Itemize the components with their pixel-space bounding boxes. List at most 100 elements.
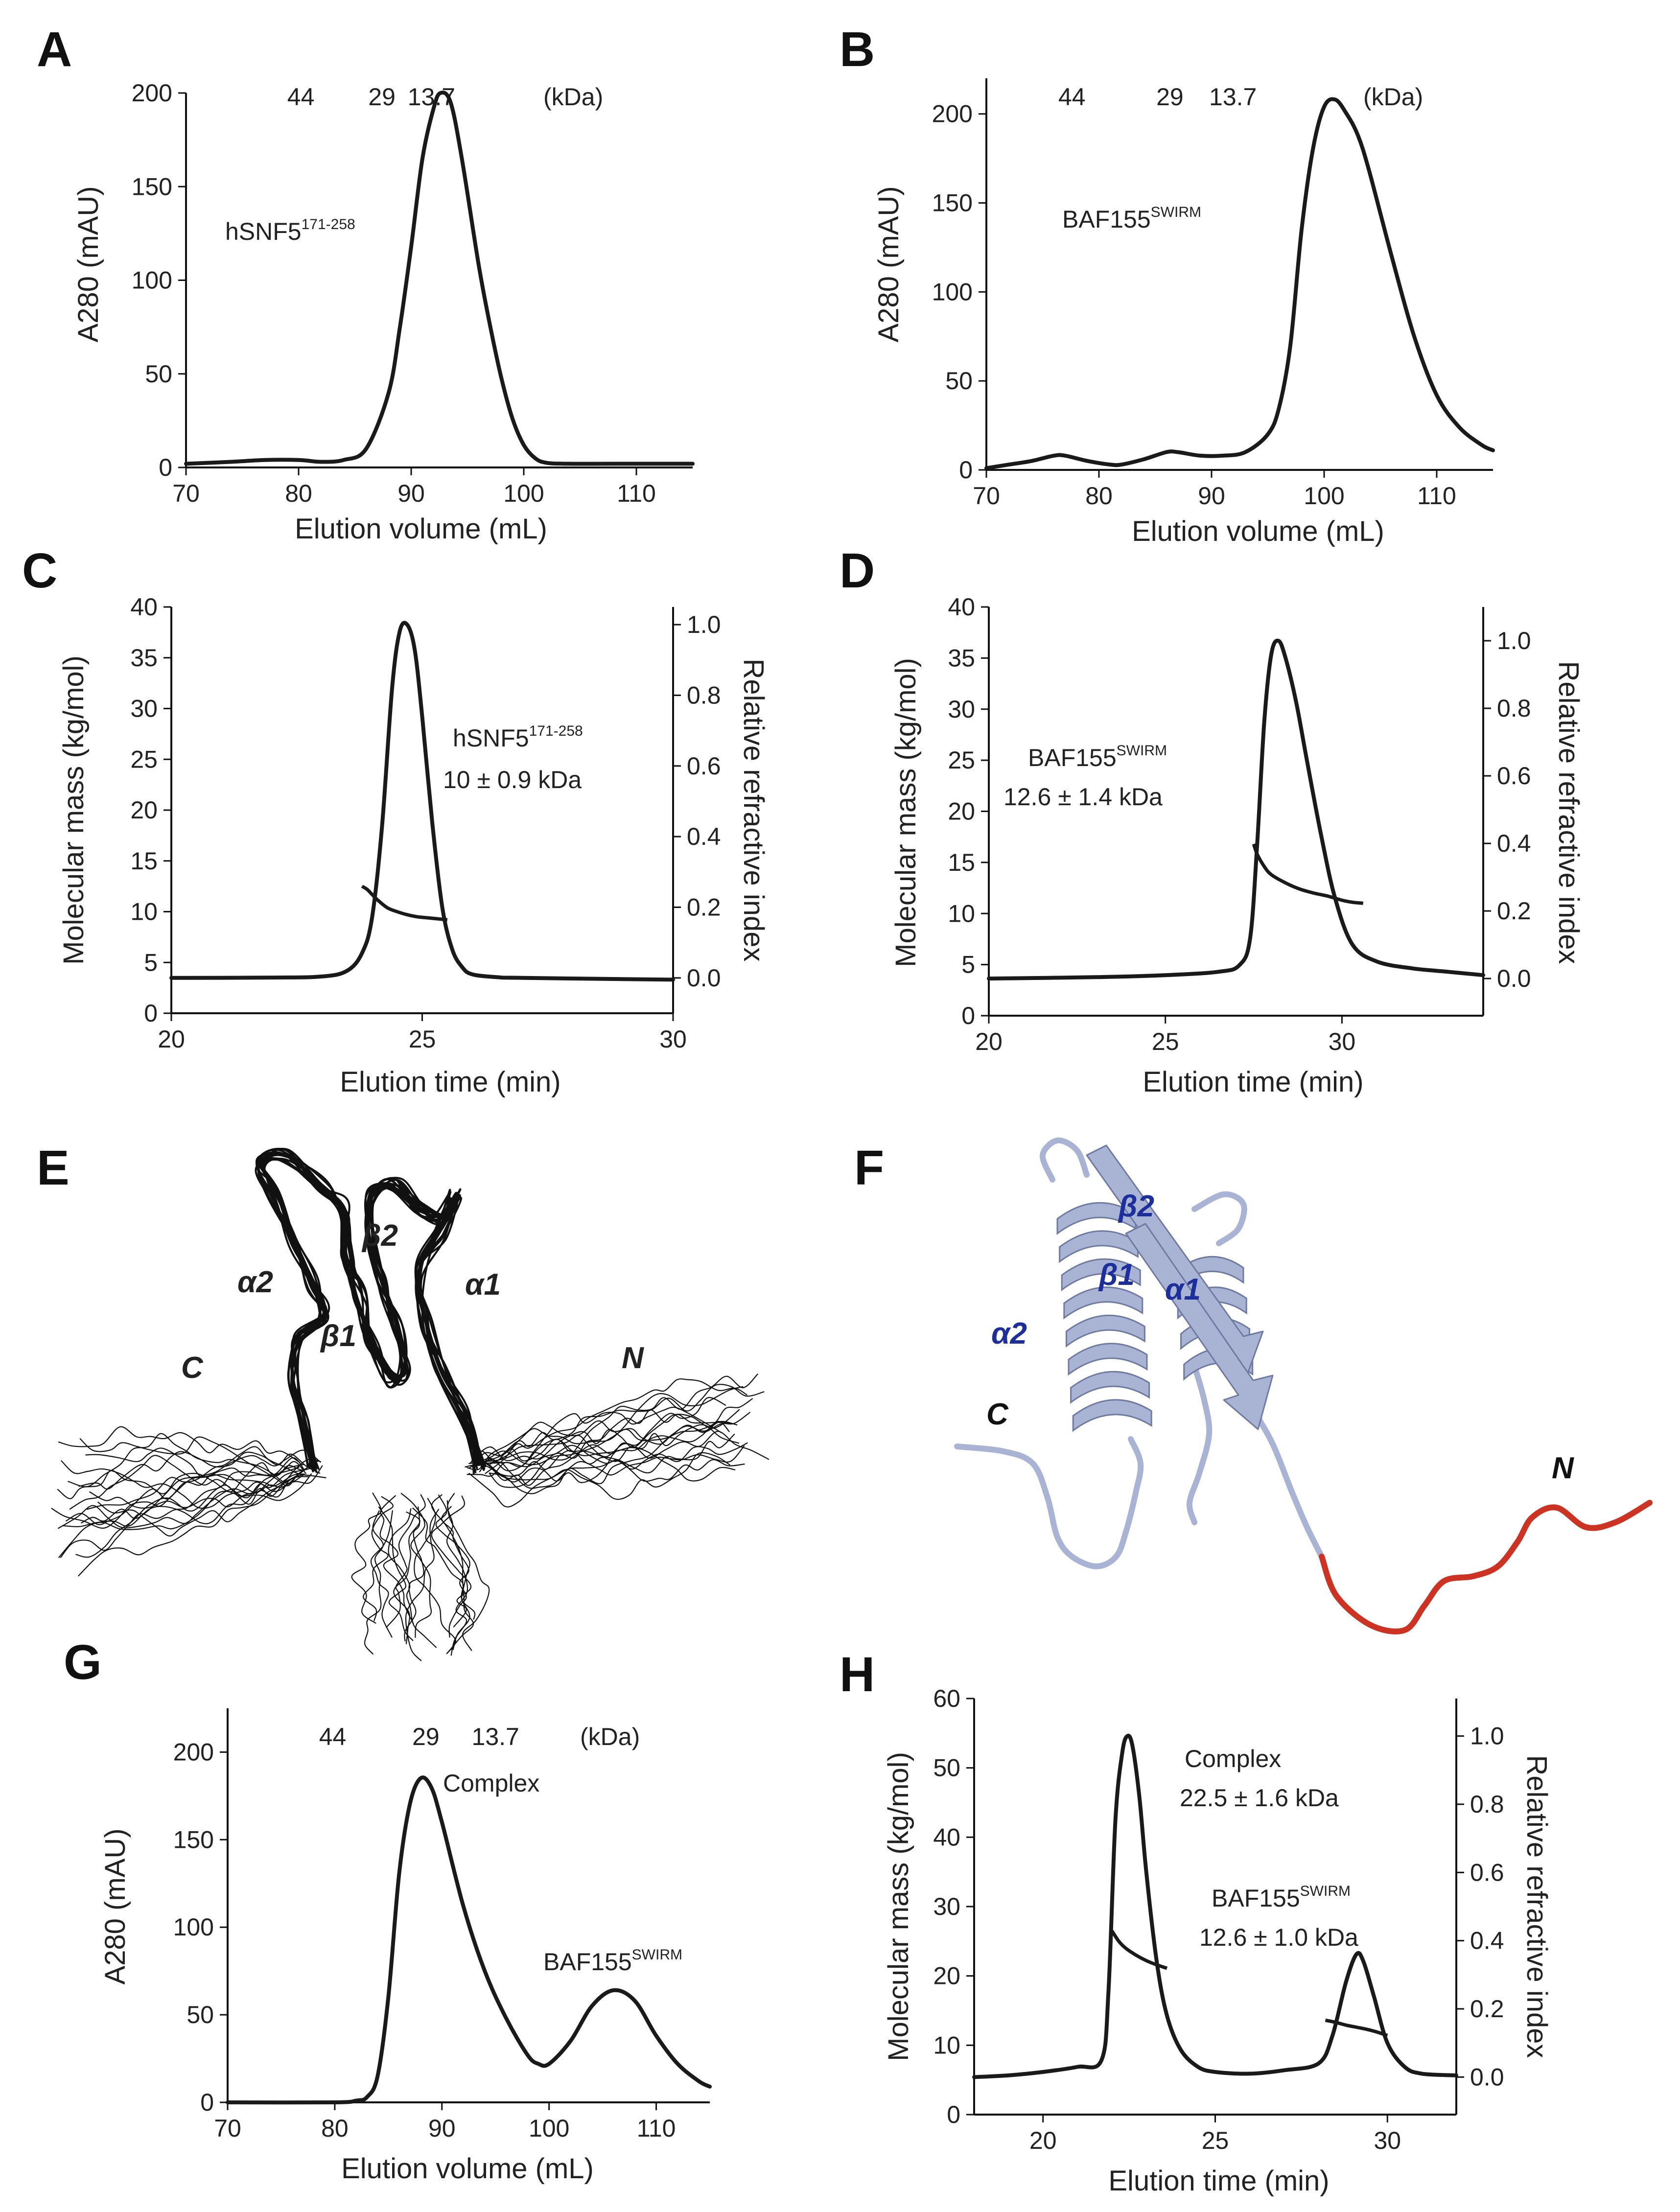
panel-g-y-label: A280 (mAU) [99,1828,131,1984]
panel-f-label: F [854,1141,884,1195]
panel-h-baf155-mass-trace [1325,2018,1388,2037]
panel-d-y2-label: Relative refractive index [1553,661,1585,964]
f-alpha2-helix-turn [1065,1314,1145,1348]
ensemble-loop-chain [388,1508,437,1648]
panel-c-y-tick-label: 15 [130,847,158,875]
panel-g-y-tick-label: 50 [187,2001,214,2028]
panel-e-beta1-label: β1 [320,1319,356,1353]
ensemble-loop-chain [351,1492,382,1624]
panel-g-baf155-label: BAF155SWIRM [543,1947,682,1976]
panel-b-y-tick-label: 100 [932,278,973,305]
panel-d-y2-tick-label: 0.6 [1497,762,1531,790]
panel-g-mw-marker-label: 29 [412,1723,440,1750]
panel-b-y-tick-label: 200 [932,100,973,128]
panel-f-alpha1-label: α1 [1165,1273,1201,1306]
panel-c-y-tick-label: 40 [130,593,158,621]
f-loop-coil [1186,1363,1213,1525]
panel-c-protein-label: hSNF5171-258 [453,723,583,752]
panel-c-y-tick-label: 35 [130,644,158,672]
panel-d-molecular-mass-trace [1252,843,1364,905]
ensemble-loop-chain [435,1494,476,1620]
panel-h-y2-tick-label: 0.4 [1470,1927,1504,1955]
panel-h-complex-label: Complex [1185,1745,1281,1772]
ensemble-n-terminal-tail [480,1444,745,1482]
panel-b-y-tick-label: 150 [932,189,973,217]
panel-a-y-tick-label: 150 [132,173,172,200]
panel-b-mw-markers: 44 29 13.7 [1058,83,1257,111]
ensemble-loop-chain [370,1510,393,1638]
ensemble-loop-chain [441,1506,469,1638]
panel-h-y2-tick-label: 0.8 [1470,1791,1504,1818]
ensemble-c-terminal-tail [51,1464,305,1529]
panel-c-y-tick-label: 20 [130,796,158,824]
panel-b-x-ticks: 70 80 90 100 110 [973,470,1456,510]
ensemble-loop-chain [364,1510,384,1654]
panel-c-x-label: Elution time (min) [340,1066,560,1098]
panel-c-y2-tick-label: 0.6 [687,752,721,780]
panel-f-alpha2-label: α2 [991,1317,1027,1350]
panel-a-x-tick-label: 110 [617,480,656,507]
ensemble-c-terminal-tail [57,1457,304,1499]
panel-a-y-ticks: 0 50 100 150 200 [132,79,186,481]
panel-h-y-tick-label: 30 [933,1893,960,1920]
panel-e-label: E [37,1141,70,1195]
panel-g: G 70 80 90 100 110 0 50 100 150 200 44 29 13.7 (kD… [64,1635,712,2185]
ensemble-c-terminal-tail [87,1446,327,1510]
f-alpha2-helix-turn [1061,1258,1141,1291]
panel-c-x-tick-label: 30 [659,1025,687,1053]
panel-h-baf155-label: BAF155SWIRM [1212,1883,1351,1912]
panel-h-y-label: Molecular mass (kg/mol) [883,1752,914,2061]
panel-h-complex-mass: 22.5 ± 1.6 kDa [1180,1784,1339,1812]
panel-h-complex-mass-trace [1110,1930,1168,1970]
ensemble-loop-chain [400,1492,432,1638]
panel-c-y2-tick-label: 0.8 [687,681,721,709]
panel-a-a280-trace [184,91,695,466]
ensemble-c-terminal-tail [60,1467,300,1558]
panel-b-y-label: A280 (mAU) [873,186,905,342]
panel-d-refractive-index-trace [987,638,1485,981]
ensemble-c-terminal-tail [62,1476,309,1528]
panel-c-y-label: Molecular mass (kg/mol) [58,655,90,965]
panel-h-x-tick-label: 25 [1202,2127,1229,2154]
ensemble-loop-chain [386,1494,426,1628]
panel-d-y-tick-label: 30 [948,696,975,723]
panel-h-y2-tick-label: 1.0 [1470,1723,1504,1750]
ensemble-n-terminal-tail [472,1386,744,1468]
panel-d-label: D [840,543,875,598]
panel-f-ribbon-cartoon [954,1137,1653,1634]
panel-h-x-tick-label: 20 [1029,2127,1057,2154]
ensemble-n-terminal-tail [483,1374,758,1463]
f-linker-coil [1250,1407,1325,1560]
panel-d-x-tick-label: 25 [1152,1028,1179,1055]
panel-e-alpha2-label: α2 [237,1265,273,1299]
ensemble-loop-chain [404,1506,424,1642]
ensemble-n-terminal-tail [483,1384,765,1463]
ensemble-core-chain [262,1154,475,1475]
f-alpha2-helix-turn [1072,1399,1152,1432]
panel-b-mw-marker-label: 44 [1058,83,1086,111]
panel-a-y-tick-label: 50 [145,360,172,388]
panel-e-n-terminus-label: N [622,1341,644,1375]
panel-h-y2-tick-label: 0.6 [1470,1859,1504,1886]
panel-g-y-tick-label: 200 [173,1738,214,1766]
panel-d-y-tick-label: 40 [948,593,975,621]
panel-d-x-tick-label: 20 [975,1028,1003,1055]
panel-a-y-tick-label: 200 [132,79,172,107]
ensemble-loop-chain [446,1493,468,1656]
panel-d-y-tick-label: 10 [948,900,975,927]
ensemble-core-chain [258,1156,480,1472]
panel-g-x-tick-label: 70 [214,2115,241,2142]
panel-b-mw-marker-label: 29 [1156,83,1184,111]
panel-h-refractive-index-trace [972,1733,1458,2079]
panel-b-x-label: Elution volume (mL) [1132,515,1384,547]
panel-a-mw-marker-label: 29 [368,83,396,111]
panel-b-x-tick-label: 70 [973,482,1000,510]
ensemble-n-terminal-tail [485,1378,747,1474]
ensemble-c-terminal-tail [58,1426,301,1463]
panel-a-x-tick-label: 100 [503,480,544,507]
panel-g-mw-marker-label: 44 [319,1723,347,1750]
